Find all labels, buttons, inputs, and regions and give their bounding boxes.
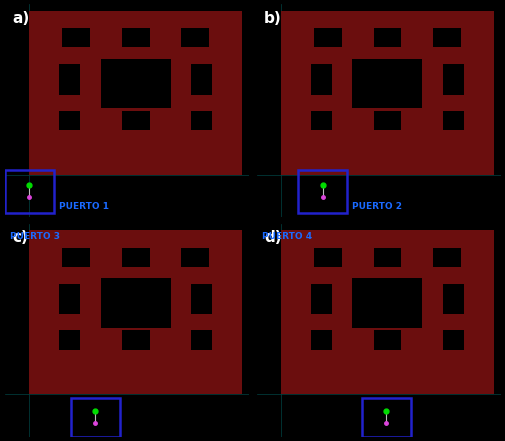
Bar: [361, 398, 410, 437]
Bar: [281, 11, 493, 175]
Bar: [181, 28, 209, 47]
Bar: [190, 111, 212, 131]
Bar: [62, 248, 90, 266]
Bar: [29, 230, 241, 394]
Text: b): b): [264, 11, 281, 26]
Bar: [297, 171, 346, 213]
Bar: [310, 284, 331, 314]
Bar: [442, 284, 463, 314]
Bar: [314, 248, 341, 266]
Bar: [442, 111, 463, 131]
Text: PUERTO 1: PUERTO 1: [59, 202, 109, 211]
Bar: [432, 248, 460, 266]
Bar: [181, 248, 209, 266]
Bar: [373, 111, 400, 131]
Bar: [29, 11, 241, 175]
Bar: [432, 28, 460, 47]
Bar: [310, 64, 331, 95]
Bar: [122, 248, 149, 266]
Bar: [310, 111, 331, 131]
Bar: [373, 28, 400, 47]
Bar: [59, 284, 80, 314]
Text: d): d): [264, 230, 281, 245]
Bar: [314, 28, 341, 47]
Bar: [351, 59, 422, 108]
Bar: [122, 111, 149, 131]
Bar: [442, 330, 463, 350]
Bar: [373, 248, 400, 266]
Bar: [100, 278, 171, 328]
Bar: [62, 28, 90, 47]
Text: PUERTO 4: PUERTO 4: [261, 232, 311, 241]
Bar: [59, 64, 80, 95]
Bar: [190, 64, 212, 95]
Bar: [122, 28, 149, 47]
Bar: [190, 284, 212, 314]
Bar: [100, 59, 171, 108]
Text: c): c): [12, 230, 28, 245]
Text: a): a): [12, 11, 30, 26]
Text: PUERTO 2: PUERTO 2: [351, 202, 401, 211]
Bar: [71, 398, 120, 437]
Bar: [281, 230, 493, 394]
Bar: [373, 330, 400, 350]
Bar: [351, 278, 422, 328]
Bar: [59, 330, 80, 350]
Bar: [310, 330, 331, 350]
Bar: [5, 171, 54, 213]
Bar: [122, 330, 149, 350]
Text: PUERTO 3: PUERTO 3: [10, 232, 60, 241]
Bar: [442, 64, 463, 95]
Bar: [190, 330, 212, 350]
Bar: [59, 111, 80, 131]
